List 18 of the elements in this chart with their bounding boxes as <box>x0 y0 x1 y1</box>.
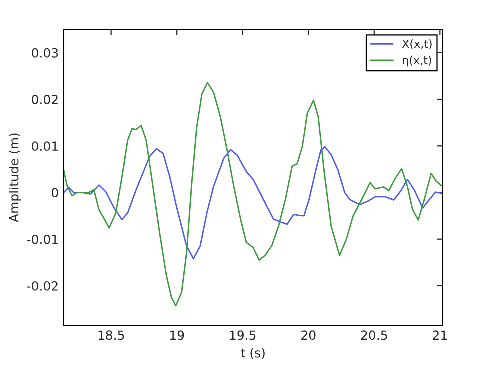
line-series <box>64 82 443 307</box>
x-tick-label: 20.5 <box>361 330 388 340</box>
line-series <box>64 146 443 260</box>
y-tick-label: -0.02 <box>27 281 58 291</box>
y-tick-label: 0.01 <box>32 142 58 152</box>
y-tick-label: -0.01 <box>27 234 58 244</box>
y-tick-label: 0.03 <box>32 48 58 58</box>
y-tick-label: 0.02 <box>32 94 58 104</box>
x-tick-label: 20 <box>302 330 316 340</box>
x-tick-label: 21 <box>433 330 447 340</box>
x-axis-title: t (s) <box>241 348 265 360</box>
x-tick-label: 19.5 <box>230 330 256 340</box>
legend-label: η(x,t) <box>403 56 432 67</box>
x-tick-label: 19 <box>170 330 184 340</box>
legend-label: X(x,t) <box>402 40 432 50</box>
y-axis-title: Amplitude (m) <box>9 134 22 222</box>
y-tick-label: 0 <box>52 188 58 198</box>
x-tick-label: 18.5 <box>98 330 124 340</box>
